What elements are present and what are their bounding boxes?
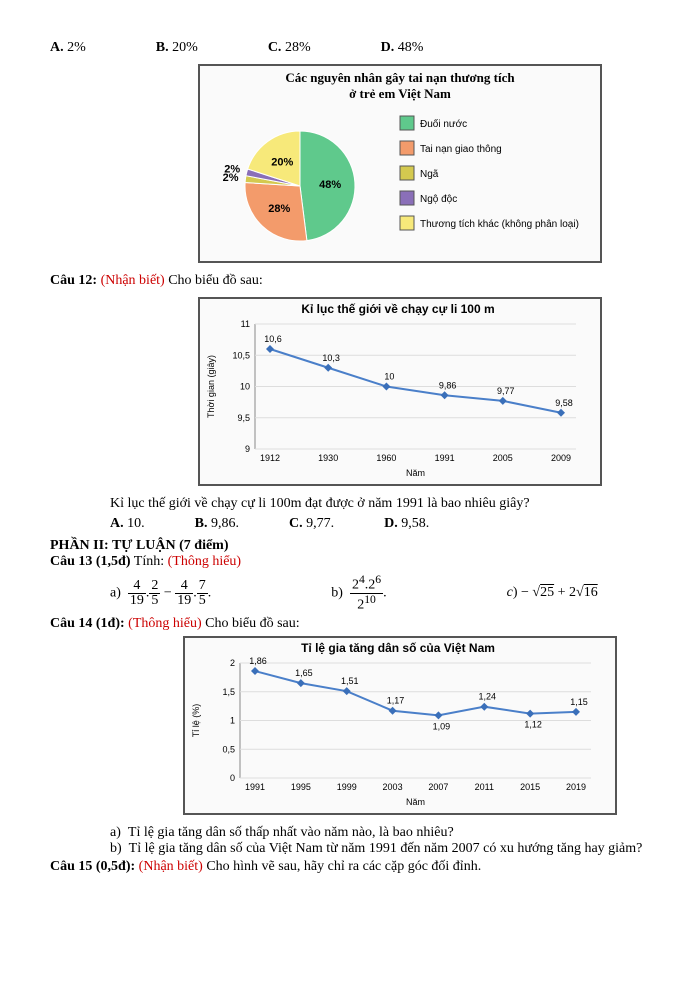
svg-text:Tỉ lệ gia tăng dân số của Việt: Tỉ lệ gia tăng dân số của Việt Nam — [301, 641, 495, 655]
svg-text:9,77: 9,77 — [497, 386, 515, 396]
q15: Câu 15 (0,5đ): (Nhận biết) Cho hình vẽ s… — [50, 859, 700, 875]
svg-text:48%: 48% — [319, 179, 341, 191]
line-chart-1-box: Kỉ lục thế giới về chạy cự li 100 m 9 9,5 1… — [198, 297, 602, 486]
svg-text:2011: 2011 — [475, 782, 494, 792]
svg-text:Kỉ lục thế giới về chạy cự li: Kỉ lục thế giới về chạy cự li 100 m — [301, 302, 494, 316]
svg-text:2%: 2% — [224, 164, 240, 176]
q12: Câu 12: (Nhận biết) Cho biểu đồ sau: — [50, 273, 700, 289]
svg-text:0: 0 — [230, 773, 235, 783]
svg-text:0,5: 0,5 — [222, 745, 235, 755]
svg-text:1,51: 1,51 — [341, 676, 359, 686]
svg-text:2007: 2007 — [428, 782, 448, 792]
svg-text:20%: 20% — [271, 157, 293, 169]
opt-a: A. A. 2%2% — [50, 40, 86, 56]
svg-text:1960: 1960 — [376, 453, 396, 463]
svg-text:1,17: 1,17 — [387, 696, 405, 706]
q14-subquestions: a) Tỉ lệ gia tăng dân số thấp nhất vào n… — [110, 825, 700, 857]
line-chart-1: Kỉ lục thế giới về chạy cự li 100 m 9 9,5 1… — [200, 299, 596, 479]
q13-b: b) 24.26210. — [331, 574, 386, 612]
q14-a: a) Tỉ lệ gia tăng dân số thấp nhất vào n… — [110, 825, 700, 841]
svg-text:1912: 1912 — [260, 453, 280, 463]
svg-text:2015: 2015 — [520, 782, 540, 792]
svg-text:2003: 2003 — [383, 782, 403, 792]
svg-text:1930: 1930 — [318, 453, 338, 463]
svg-text:1,65: 1,65 — [295, 668, 313, 678]
svg-text:2009: 2009 — [551, 453, 571, 463]
svg-text:10,5: 10,5 — [232, 350, 250, 360]
svg-text:1991: 1991 — [245, 782, 265, 792]
svg-text:1,5: 1,5 — [222, 687, 235, 697]
svg-text:1,24: 1,24 — [479, 692, 497, 702]
line-chart-2: Tỉ lệ gia tăng dân số của Việt Nam 0 0,5 1 1… — [185, 638, 611, 808]
svg-text:28%: 28% — [268, 203, 290, 215]
svg-text:Đuối nước: Đuối nước — [420, 118, 467, 130]
svg-text:1: 1 — [230, 716, 235, 726]
svg-text:1,86: 1,86 — [249, 656, 267, 666]
svg-text:10,6: 10,6 — [264, 334, 282, 344]
q12-b: B. 9,86. — [195, 516, 239, 532]
svg-text:1999: 1999 — [337, 782, 357, 792]
svg-text:2: 2 — [230, 658, 235, 668]
pie-chart-box: Các nguyên nhân gây tai nạn thương tíchở… — [198, 64, 602, 263]
svg-text:9: 9 — [245, 444, 250, 454]
q12-options: A. 10. B. 9,86. C. 9,77. D. 9,58. — [110, 516, 700, 532]
svg-text:9,58: 9,58 — [555, 398, 573, 408]
part2-heading: PHẦN II: TỰ LUẬN (7 điểm) — [50, 538, 700, 554]
opt-b: B. 20% — [156, 40, 198, 56]
svg-text:1,15: 1,15 — [570, 697, 588, 707]
svg-text:Thương tích khác (không phân l: Thương tích khác (không phân loại) — [420, 219, 579, 230]
svg-text:2019: 2019 — [566, 782, 586, 792]
q12-d: D. 9,58. — [384, 516, 429, 532]
svg-text:Thời gian (giây): Thời gian (giây) — [206, 355, 216, 418]
q13: Câu 13 (1,5đ) Tính: (Thông hiểu) — [50, 554, 700, 570]
svg-text:10: 10 — [384, 372, 394, 382]
q13-a: a) 419.25 − 419.75. — [110, 579, 211, 608]
svg-text:Tỉ lệ (%): Tỉ lệ (%) — [191, 704, 201, 738]
q12-question: Kỉ lục thế giới về chạy cự li 100m đạt đ… — [110, 496, 700, 512]
q12-c: C. 9,77. — [289, 516, 334, 532]
q12-a: A. 10. — [110, 516, 145, 532]
svg-text:2005: 2005 — [493, 453, 513, 463]
q11-options: A. A. 2%2% B. 20% C. 28% D. 48% — [50, 40, 700, 56]
svg-text:Ngộ độc: Ngộ độc — [420, 194, 457, 205]
opt-d: D. 48% — [381, 40, 424, 56]
svg-text:1995: 1995 — [291, 782, 311, 792]
pie-chart: 48%28%2%2%20%Đuối nướcTai nạn giao thông… — [200, 106, 596, 256]
q13-expressions: a) 419.25 − 419.75. b) 24.26210. c) − √2… — [110, 574, 700, 612]
svg-text:9,86: 9,86 — [439, 380, 457, 390]
svg-text:Năm: Năm — [406, 797, 425, 807]
q14: Câu 14 (1đ): (Thông hiểu) Cho biểu đồ sa… — [50, 616, 700, 632]
svg-text:10,3: 10,3 — [322, 353, 340, 363]
line-chart-2-box: Tỉ lệ gia tăng dân số của Việt Nam 0 0,5 1 1… — [183, 636, 617, 815]
svg-text:1,09: 1,09 — [433, 722, 451, 732]
svg-text:Tai nạn giao thông: Tai nạn giao thông — [420, 144, 502, 155]
svg-text:Năm: Năm — [406, 468, 425, 478]
q14-b: b) Tỉ lệ gia tăng dân số của Việt Nam từ… — [110, 841, 700, 857]
svg-text:10: 10 — [240, 382, 250, 392]
svg-text:1991: 1991 — [435, 453, 455, 463]
svg-text:Ngã: Ngã — [420, 169, 439, 180]
svg-text:1,12: 1,12 — [524, 720, 542, 730]
svg-text:11: 11 — [241, 319, 250, 329]
opt-c: C. 28% — [268, 40, 311, 56]
pie-title: Các nguyên nhân gây tai nạn thương tíchở… — [200, 66, 600, 106]
q13-c: c) − √25 + 2√16 — [507, 585, 598, 601]
svg-text:9,5: 9,5 — [237, 413, 250, 423]
